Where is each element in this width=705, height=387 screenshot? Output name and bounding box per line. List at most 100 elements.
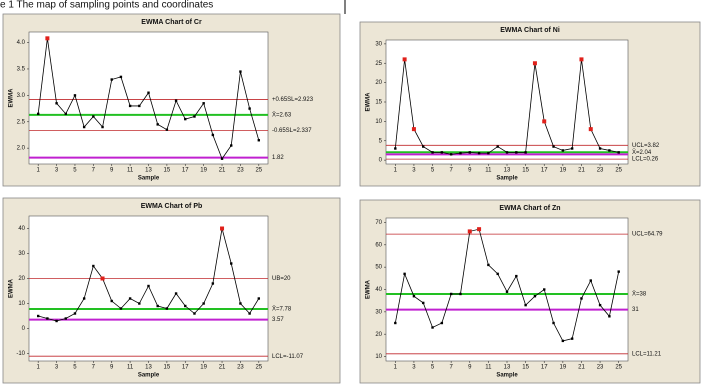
data-point xyxy=(411,127,416,132)
chart-title: EWMA Chart of Pb xyxy=(141,203,203,210)
x-tick-label: 13 xyxy=(504,168,511,174)
data-point xyxy=(165,128,169,131)
x-tick-label: 17 xyxy=(182,168,189,174)
reference-label: X̄=38 xyxy=(632,291,647,298)
reference-label: 3.57 xyxy=(272,317,284,323)
x-tick-label: 7 xyxy=(449,168,453,174)
x-tick-label: 15 xyxy=(164,365,171,371)
data-point xyxy=(248,107,251,110)
data-point xyxy=(477,151,481,155)
x-tick-label: 11 xyxy=(485,365,492,371)
data-point xyxy=(230,144,233,147)
chart-title: EWMA Chart of Ni xyxy=(500,27,560,34)
data-point xyxy=(459,151,462,155)
data-point xyxy=(100,276,105,281)
data-point xyxy=(598,147,602,150)
x-axis-label: Sample xyxy=(496,373,518,379)
reference-label: LCL=11.21 xyxy=(632,351,662,357)
x-tick-label: 15 xyxy=(522,168,529,174)
reference-label: X̄=2.04 xyxy=(632,149,652,156)
x-tick-label: 25 xyxy=(615,365,622,371)
data-point xyxy=(552,321,555,325)
x-tick-label: 5 xyxy=(431,365,435,371)
y-tick-label: 0 xyxy=(22,326,26,332)
y-tick-label: 40 xyxy=(18,226,25,232)
data-point xyxy=(422,301,425,305)
y-tick-label: 25 xyxy=(375,61,382,67)
data-point xyxy=(542,119,547,124)
y-tick-label: -10 xyxy=(16,351,25,357)
data-point xyxy=(82,297,86,300)
x-tick-label: 5 xyxy=(73,168,77,174)
y-tick-label: 3.0 xyxy=(17,93,26,99)
data-point xyxy=(110,299,113,303)
x-tick-label: 13 xyxy=(145,168,152,174)
x-tick-label: 9 xyxy=(110,168,114,174)
x-tick-label: 5 xyxy=(73,365,77,371)
x-tick-label: 21 xyxy=(578,168,585,174)
reference-label: X̄=2.63 xyxy=(272,112,292,119)
y-tick-label: 5 xyxy=(379,138,383,144)
reference-label: UCL=3.82 xyxy=(632,143,660,149)
y-axis-label: EWMA xyxy=(366,279,372,299)
data-point xyxy=(617,270,620,273)
x-tick-label: 3 xyxy=(412,168,416,174)
y-tick-label: 10 xyxy=(375,354,382,360)
plot-area xyxy=(28,31,269,165)
y-tick-label: 0 xyxy=(379,158,383,164)
x-tick-label: 1 xyxy=(394,168,398,174)
data-point xyxy=(230,262,233,265)
x-tick-label: 9 xyxy=(110,365,114,371)
reference-label: UB=20 xyxy=(272,276,291,282)
x-tick-label: 9 xyxy=(468,365,472,371)
data-point xyxy=(589,279,592,282)
x-axis-label: Sample xyxy=(496,176,518,182)
data-point xyxy=(64,317,67,320)
y-tick-label: 30 xyxy=(375,41,382,47)
data-point xyxy=(459,292,462,296)
data-point xyxy=(101,125,104,129)
data-point xyxy=(403,272,406,276)
data-point xyxy=(202,302,205,305)
data-point xyxy=(580,297,583,300)
data-point xyxy=(468,151,471,154)
x-tick-label: 11 xyxy=(127,365,134,371)
reference-label: 1.82 xyxy=(272,155,284,161)
data-point xyxy=(82,125,86,129)
data-point xyxy=(211,133,215,137)
y-axis-label: EWMA xyxy=(9,278,15,298)
data-point xyxy=(431,326,434,329)
data-point xyxy=(239,302,242,305)
data-point xyxy=(449,153,453,156)
data-point xyxy=(552,145,555,148)
data-point xyxy=(92,264,95,268)
data-point xyxy=(515,151,518,154)
x-tick-label: 7 xyxy=(92,365,96,371)
reference-label: UCL=64.79 xyxy=(632,232,663,238)
data-point xyxy=(55,319,58,323)
data-point xyxy=(524,303,527,307)
x-tick-label: 15 xyxy=(164,168,171,174)
x-tick-label: 19 xyxy=(560,365,567,371)
data-point xyxy=(543,288,546,291)
x-tick-label: 3 xyxy=(412,365,416,371)
y-axis-label: EWMA xyxy=(9,88,15,108)
data-point xyxy=(138,104,141,108)
data-point xyxy=(46,317,49,320)
y-axis-label: EWMA xyxy=(366,92,372,112)
data-point xyxy=(257,297,261,300)
data-point xyxy=(402,57,407,62)
y-tick-label: 40 xyxy=(375,287,382,293)
y-tick-label: 30 xyxy=(375,309,382,315)
data-point xyxy=(570,147,574,150)
x-tick-label: 11 xyxy=(485,168,492,174)
x-tick-label: 7 xyxy=(449,365,453,371)
data-point xyxy=(477,227,482,232)
plot-area xyxy=(28,215,269,362)
data-point xyxy=(496,145,499,148)
reference-label: LCL=-11.07 xyxy=(272,354,304,360)
y-tick-label: 50 xyxy=(375,265,382,271)
y-tick-label: 20 xyxy=(18,276,25,282)
x-tick-label: 17 xyxy=(182,365,189,371)
data-point xyxy=(202,102,205,105)
